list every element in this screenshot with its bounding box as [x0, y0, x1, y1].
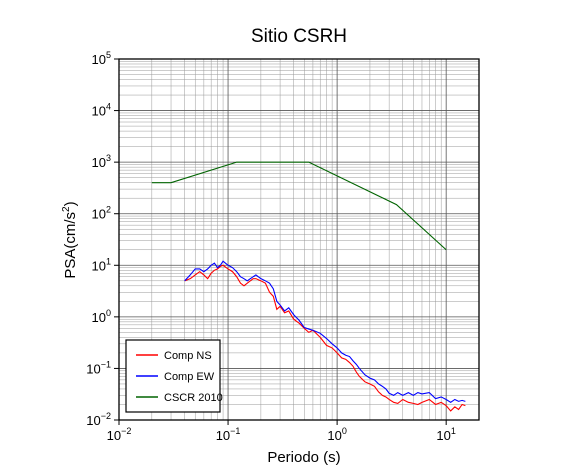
y-tick-label: 10−2 — [86, 411, 111, 428]
x-tick-label: 10−2 — [107, 426, 132, 443]
y-axis-label: PSA(cm/s2) — [61, 201, 79, 278]
plot-frame — [118, 58, 480, 421]
grid-minor — [119, 59, 480, 420]
series-line-3 — [151, 161, 447, 251]
x-tick-label: 101 — [436, 426, 455, 443]
y-tick-label: 10−1 — [86, 359, 111, 376]
x-axis-label: Periodo (s) — [267, 449, 340, 466]
y-tick-label: 103 — [92, 153, 111, 170]
series-layer — [151, 161, 466, 412]
x-tick-label: 100 — [327, 426, 346, 443]
y-tick-label: 104 — [92, 102, 111, 119]
y-tick-label: 100 — [92, 308, 111, 325]
series-line-1 — [184, 264, 466, 412]
x-tick-label: 10−1 — [216, 426, 241, 443]
chart-title: Sitio CSRH — [251, 26, 347, 47]
y-tick-label: 101 — [92, 256, 111, 273]
legend-label: Comp NS — [164, 350, 212, 362]
y-tick-label: 105 — [92, 50, 111, 67]
legend-label: CSCR 2010 — [164, 392, 223, 404]
x-axis-ticks: 10−2 10−1 100 101 — [107, 420, 456, 443]
legend-label: Comp EW — [164, 371, 215, 383]
legend: Comp NS Comp EW CSCR 2010 — [125, 339, 223, 413]
y-tick-label: 102 — [92, 205, 111, 222]
series-line-2 — [184, 260, 466, 403]
y-axis-ticks: 10−2 10−1 100 101 102 103 104 105 — [86, 50, 119, 428]
